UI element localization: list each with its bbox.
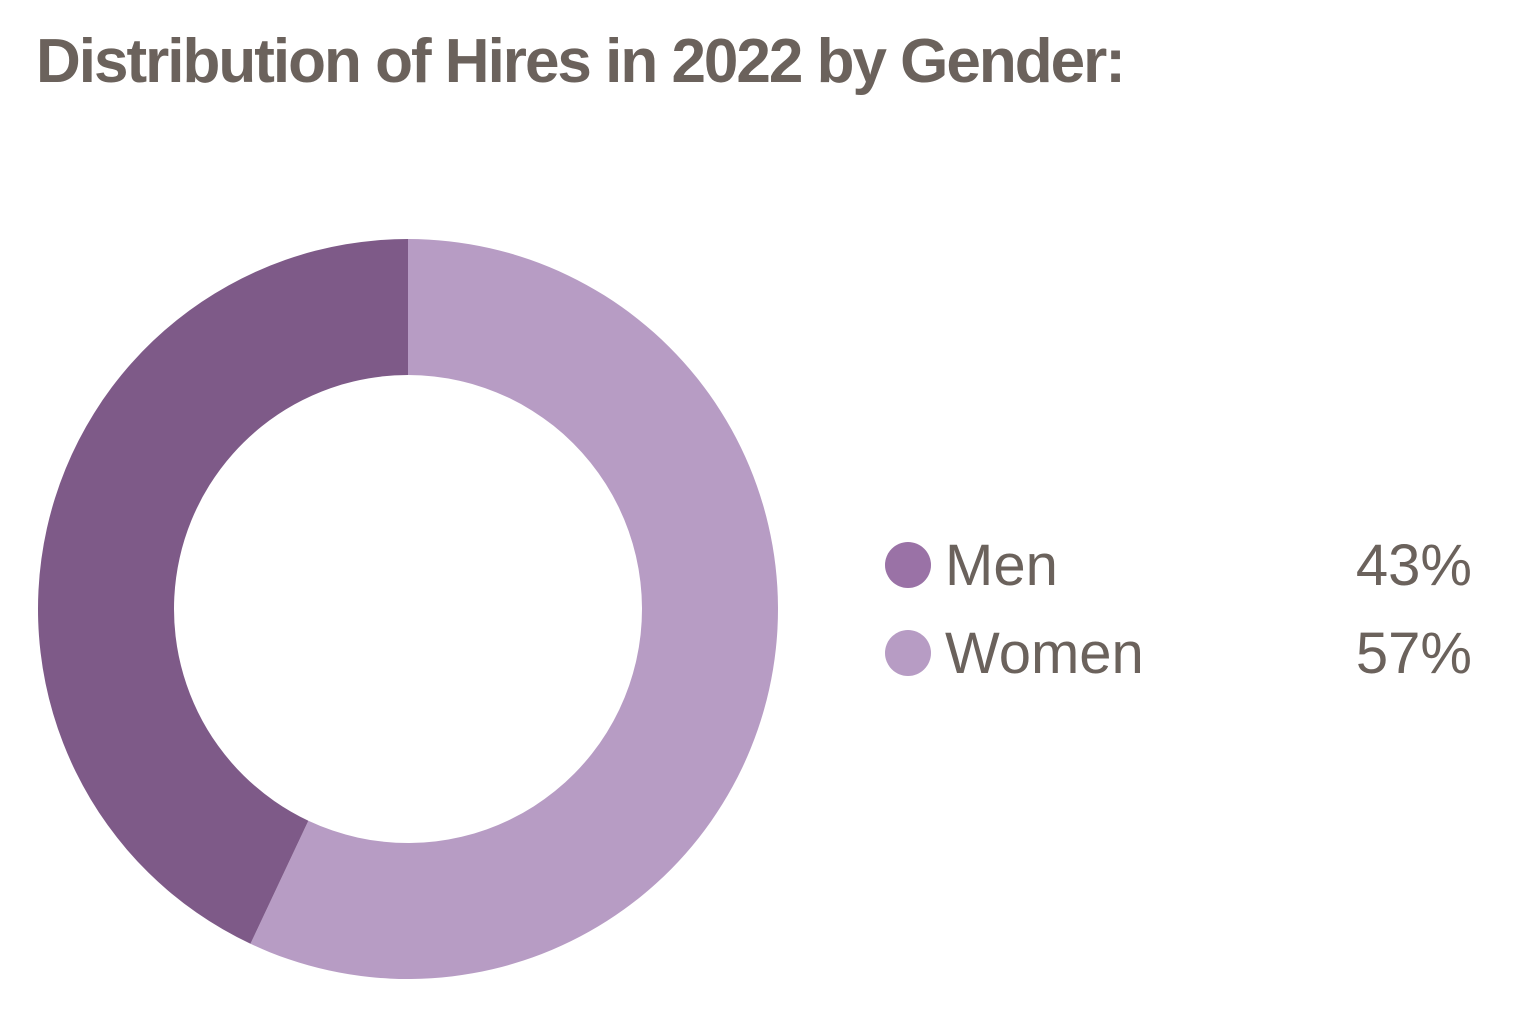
legend-swatch-women: [885, 630, 931, 676]
donut-slice-men: [37, 239, 408, 944]
chart-title: Distribution of Hires in 2022 by Gender:: [36, 27, 1126, 96]
legend-swatch-men: [885, 542, 931, 588]
legend-label-men: Men: [945, 533, 1058, 598]
legend-item-women: Women 57%: [885, 618, 1485, 706]
legend-label-women: Women: [945, 621, 1144, 686]
donut-slices: [37, 239, 778, 980]
legend-value-men: 43%: [1355, 533, 1472, 598]
legend-item-men: Men 43%: [885, 530, 1485, 618]
donut-slice-women: [250, 239, 778, 980]
legend-value-women: 57%: [1355, 621, 1472, 686]
legend: Men 43% Women 57%: [885, 530, 1485, 706]
